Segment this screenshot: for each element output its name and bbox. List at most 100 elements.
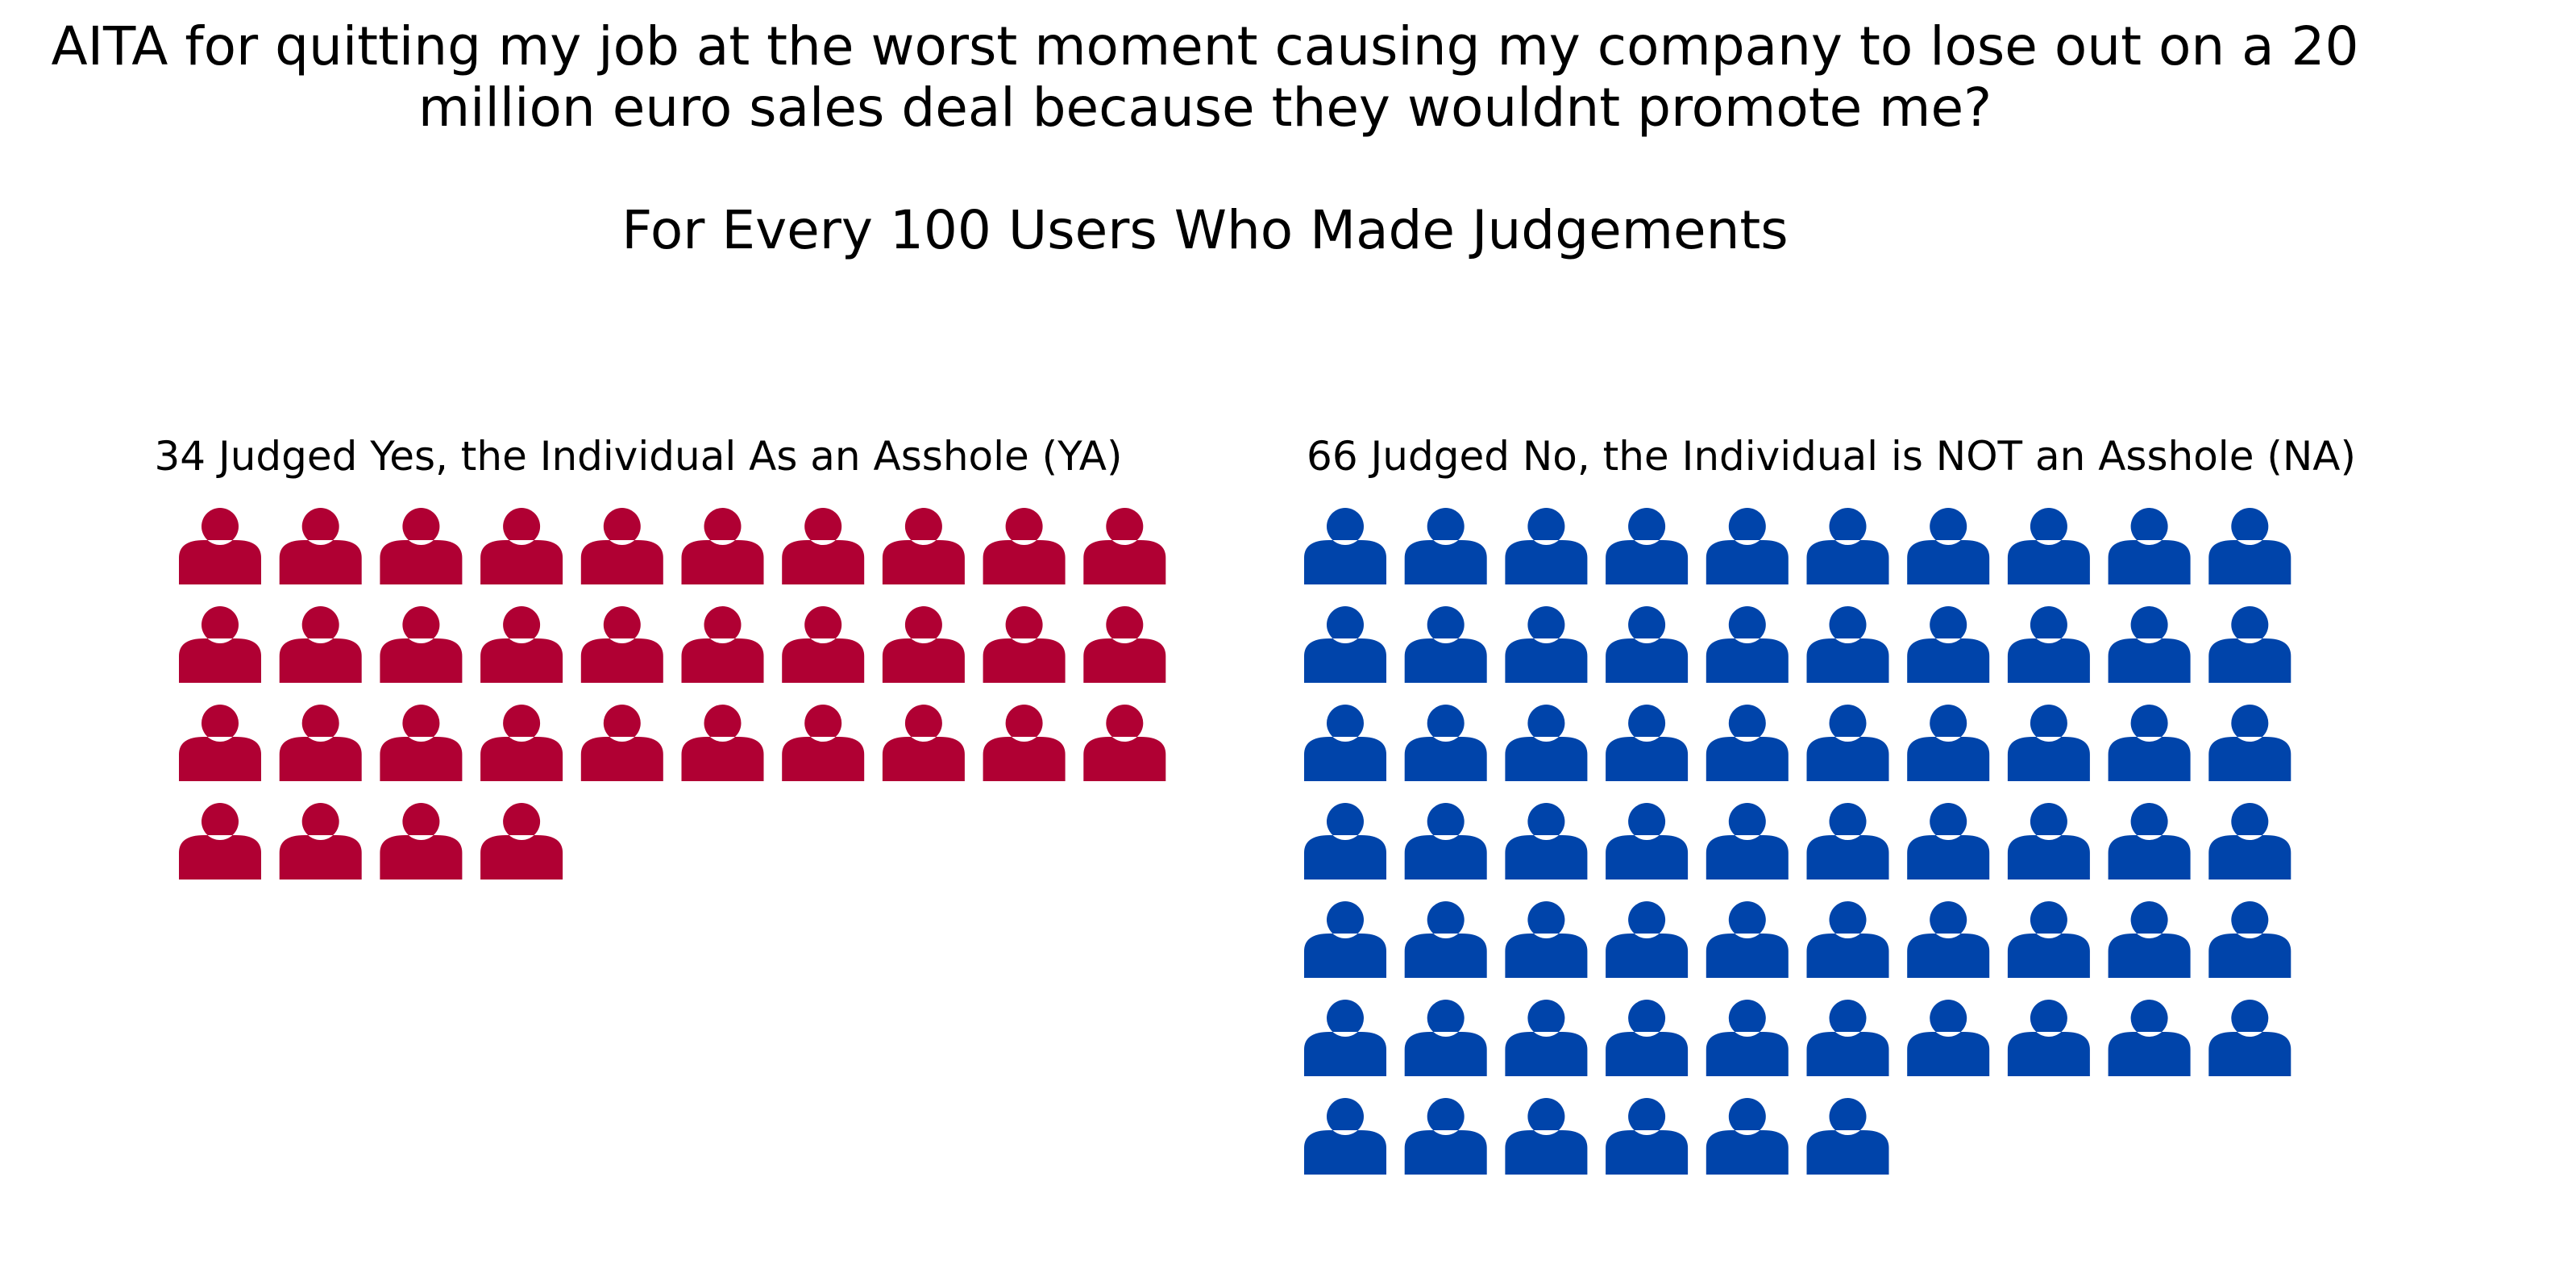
na-person-icon xyxy=(1505,508,1588,584)
na-person-icon xyxy=(2007,606,2090,683)
ya-person-icon xyxy=(179,803,261,880)
ya-person-icon xyxy=(882,508,965,584)
na-person-icon xyxy=(1606,1098,1689,1175)
na-person-icon xyxy=(1806,901,1889,978)
na-person-icon xyxy=(1606,705,1689,781)
na-person-icon xyxy=(1806,803,1889,880)
na-person-icon xyxy=(1505,1098,1588,1175)
na-person-icon xyxy=(1505,803,1588,880)
ya-person-icon xyxy=(480,606,563,683)
na-person-icon xyxy=(2208,508,2291,584)
na-person-icon xyxy=(1606,803,1689,880)
ya-panel-label: 34 Judged Yes, the Individual As an Assh… xyxy=(154,433,1123,480)
ya-person-icon xyxy=(580,508,663,584)
na-person-icon xyxy=(1907,1000,1990,1076)
na-person-icon xyxy=(1706,1000,1789,1076)
ya-person-icon xyxy=(983,705,1066,781)
ya-person-icon xyxy=(380,508,463,584)
na-person-icon xyxy=(2007,1000,2090,1076)
na-person-icon xyxy=(1806,705,1889,781)
na-person-icon xyxy=(1806,1098,1889,1175)
na-person-icon xyxy=(1404,705,1487,781)
na-person-icon xyxy=(2108,705,2191,781)
na-person-icon xyxy=(1606,1000,1689,1076)
na-person-icon xyxy=(2108,606,2191,683)
ya-person-icon xyxy=(580,606,663,683)
na-person-icon xyxy=(2007,901,2090,978)
ya-person-icon xyxy=(580,705,663,781)
ya-person-icon xyxy=(279,705,362,781)
na-person-icon xyxy=(1304,1000,1386,1076)
na-person-icon xyxy=(1505,705,1588,781)
na-person-icon xyxy=(1706,901,1789,978)
na-person-icon xyxy=(1304,606,1386,683)
na-person-icon xyxy=(1907,803,1990,880)
na-person-icon xyxy=(1907,606,1990,683)
ya-person-icon xyxy=(380,705,463,781)
na-person-icon xyxy=(1404,901,1487,978)
na-person-icon xyxy=(1505,901,1588,978)
na-person-icon xyxy=(1606,508,1689,584)
ya-person-icon xyxy=(279,508,362,584)
na-person-icon xyxy=(1806,508,1889,584)
ya-person-icon xyxy=(380,803,463,880)
na-person-icon xyxy=(2108,1000,2191,1076)
na-person-icon xyxy=(1706,1098,1789,1175)
na-person-icon xyxy=(1706,606,1789,683)
ya-person-icon xyxy=(179,606,261,683)
na-person-icon xyxy=(1706,508,1789,584)
ya-person-icon xyxy=(480,803,563,880)
na-person-icon xyxy=(1806,1000,1889,1076)
na-person-icon xyxy=(1606,901,1689,978)
na-person-icon xyxy=(1907,508,1990,584)
ya-person-icon xyxy=(882,705,965,781)
na-person-icon xyxy=(2007,705,2090,781)
na-person-icon xyxy=(2007,803,2090,880)
ya-person-icon xyxy=(279,606,362,683)
na-person-icon xyxy=(1907,901,1990,978)
ya-person-icon xyxy=(179,508,261,584)
ya-person-icon xyxy=(983,508,1066,584)
na-person-icon xyxy=(1706,803,1789,880)
ya-person-icon xyxy=(782,508,865,584)
na-person-icon xyxy=(1304,508,1386,584)
na-person-icon xyxy=(1706,705,1789,781)
na-person-icon xyxy=(2108,901,2191,978)
na-person-icon xyxy=(1907,705,1990,781)
na-panel-label: 66 Judged No, the Individual is NOT an A… xyxy=(1307,433,2356,480)
na-person-icon xyxy=(1304,705,1386,781)
ya-person-icon xyxy=(380,606,463,683)
na-person-icon xyxy=(1404,803,1487,880)
ya-person-icon xyxy=(782,606,865,683)
ya-person-icon xyxy=(681,705,764,781)
ya-person-icon xyxy=(782,705,865,781)
chart-subtitle: For Every 100 Users Who Made Judgements xyxy=(621,199,1789,261)
na-person-icon xyxy=(2108,803,2191,880)
ya-person-icon xyxy=(480,508,563,584)
ya-person-icon xyxy=(1083,508,1166,584)
na-person-icon xyxy=(2208,606,2291,683)
na-person-icon xyxy=(1404,1098,1487,1175)
na-person-icon xyxy=(1404,1000,1487,1076)
na-person-icon xyxy=(1304,901,1386,978)
ya-person-icon xyxy=(681,508,764,584)
na-person-icon xyxy=(1505,1000,1588,1076)
chart-title: AITA for quitting my job at the worst mo… xyxy=(51,15,2359,139)
na-person-icon xyxy=(1505,606,1588,683)
na-person-icon xyxy=(2108,508,2191,584)
ya-person-icon xyxy=(1083,705,1166,781)
ya-person-icon xyxy=(983,606,1066,683)
na-person-icon xyxy=(2208,901,2291,978)
ya-person-icon xyxy=(681,606,764,683)
na-person-icon xyxy=(2208,705,2291,781)
na-person-icon xyxy=(1304,1098,1386,1175)
ya-person-icon xyxy=(179,705,261,781)
na-person-icon xyxy=(2208,1000,2291,1076)
na-person-icon xyxy=(1304,803,1386,880)
na-person-icon xyxy=(1606,606,1689,683)
na-person-icon xyxy=(1404,508,1487,584)
na-person-icon xyxy=(1404,606,1487,683)
ya-person-icon xyxy=(480,705,563,781)
na-person-icon xyxy=(2007,508,2090,584)
